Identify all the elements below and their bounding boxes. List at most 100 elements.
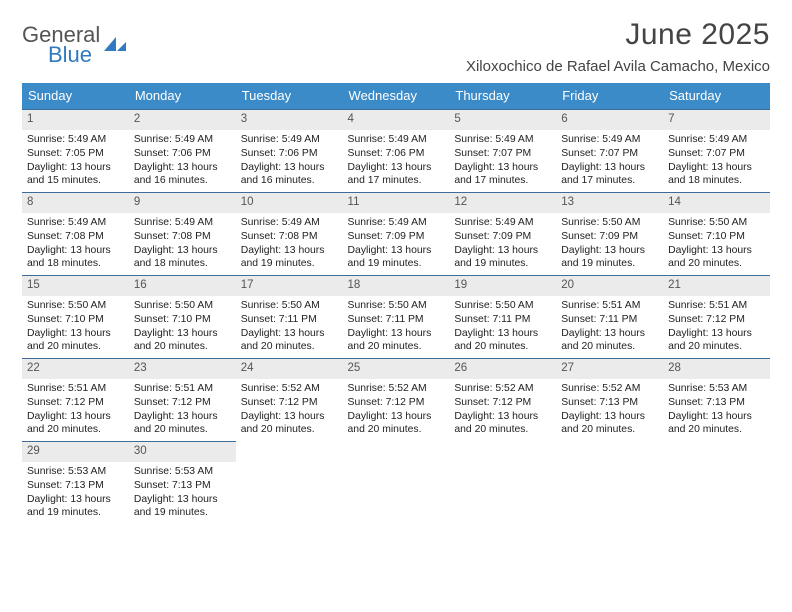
day-details: Sunrise: 5:49 AMSunset: 7:08 PMDaylight:…	[236, 213, 343, 273]
page-header: General Blue June 2025 Xiloxochico de Ra…	[22, 18, 770, 75]
day-number: 7	[663, 110, 770, 130]
day-details: Sunrise: 5:49 AMSunset: 7:05 PMDaylight:…	[22, 130, 129, 190]
day-header-row: SundayMondayTuesdayWednesdayThursdayFrid…	[22, 83, 770, 109]
calendar-day: 16Sunrise: 5:50 AMSunset: 7:10 PMDayligh…	[129, 275, 236, 358]
calendar-day: 22Sunrise: 5:51 AMSunset: 7:12 PMDayligh…	[22, 358, 129, 441]
day-details: Sunrise: 5:49 AMSunset: 7:06 PMDaylight:…	[236, 130, 343, 190]
day-details: Sunrise: 5:49 AMSunset: 7:07 PMDaylight:…	[449, 130, 556, 190]
day-number: 5	[449, 110, 556, 130]
day-details: Sunrise: 5:50 AMSunset: 7:11 PMDaylight:…	[236, 296, 343, 356]
brand-text: General Blue	[22, 24, 100, 66]
calendar-day: 30Sunrise: 5:53 AMSunset: 7:13 PMDayligh…	[129, 441, 236, 524]
calendar-day-empty	[663, 441, 770, 524]
calendar-day: 12Sunrise: 5:49 AMSunset: 7:09 PMDayligh…	[449, 192, 556, 275]
calendar-head: SundayMondayTuesdayWednesdayThursdayFrid…	[22, 83, 770, 109]
calendar-day: 28Sunrise: 5:53 AMSunset: 7:13 PMDayligh…	[663, 358, 770, 441]
day-number: 28	[663, 359, 770, 379]
calendar-day-empty	[343, 441, 450, 524]
day-number: 9	[129, 193, 236, 213]
day-header: Wednesday	[343, 83, 450, 109]
calendar-day: 11Sunrise: 5:49 AMSunset: 7:09 PMDayligh…	[343, 192, 450, 275]
calendar-day: 1Sunrise: 5:49 AMSunset: 7:05 PMDaylight…	[22, 109, 129, 192]
calendar-day-empty	[556, 441, 663, 524]
calendar-page: General Blue June 2025 Xiloxochico de Ra…	[0, 0, 792, 612]
calendar-day: 17Sunrise: 5:50 AMSunset: 7:11 PMDayligh…	[236, 275, 343, 358]
calendar-week: 15Sunrise: 5:50 AMSunset: 7:10 PMDayligh…	[22, 275, 770, 358]
calendar-week: 29Sunrise: 5:53 AMSunset: 7:13 PMDayligh…	[22, 441, 770, 524]
day-number: 11	[343, 193, 450, 213]
brand-line2: Blue	[48, 44, 100, 66]
day-number: 25	[343, 359, 450, 379]
day-number: 13	[556, 193, 663, 213]
calendar-day: 25Sunrise: 5:52 AMSunset: 7:12 PMDayligh…	[343, 358, 450, 441]
calendar-day: 15Sunrise: 5:50 AMSunset: 7:10 PMDayligh…	[22, 275, 129, 358]
day-header: Monday	[129, 83, 236, 109]
calendar-table: SundayMondayTuesdayWednesdayThursdayFrid…	[22, 83, 770, 524]
calendar-day: 3Sunrise: 5:49 AMSunset: 7:06 PMDaylight…	[236, 109, 343, 192]
day-number: 14	[663, 193, 770, 213]
day-details: Sunrise: 5:52 AMSunset: 7:12 PMDaylight:…	[236, 379, 343, 439]
day-details: Sunrise: 5:52 AMSunset: 7:12 PMDaylight:…	[343, 379, 450, 439]
day-details: Sunrise: 5:52 AMSunset: 7:12 PMDaylight:…	[449, 379, 556, 439]
calendar-day: 19Sunrise: 5:50 AMSunset: 7:11 PMDayligh…	[449, 275, 556, 358]
day-details: Sunrise: 5:50 AMSunset: 7:10 PMDaylight:…	[22, 296, 129, 356]
day-details: Sunrise: 5:50 AMSunset: 7:09 PMDaylight:…	[556, 213, 663, 273]
calendar-day-empty	[236, 441, 343, 524]
day-number: 16	[129, 276, 236, 296]
day-number: 15	[22, 276, 129, 296]
day-number: 27	[556, 359, 663, 379]
day-number: 18	[343, 276, 450, 296]
day-details: Sunrise: 5:49 AMSunset: 7:06 PMDaylight:…	[129, 130, 236, 190]
month-title: June 2025	[466, 18, 770, 52]
day-details: Sunrise: 5:49 AMSunset: 7:07 PMDaylight:…	[556, 130, 663, 190]
calendar-day: 26Sunrise: 5:52 AMSunset: 7:12 PMDayligh…	[449, 358, 556, 441]
location-text: Xiloxochico de Rafael Avila Camacho, Mex…	[466, 58, 770, 75]
day-details: Sunrise: 5:50 AMSunset: 7:10 PMDaylight:…	[129, 296, 236, 356]
day-details: Sunrise: 5:51 AMSunset: 7:12 PMDaylight:…	[22, 379, 129, 439]
day-details: Sunrise: 5:49 AMSunset: 7:09 PMDaylight:…	[343, 213, 450, 273]
day-number: 21	[663, 276, 770, 296]
day-number: 23	[129, 359, 236, 379]
day-header: Thursday	[449, 83, 556, 109]
calendar-day: 7Sunrise: 5:49 AMSunset: 7:07 PMDaylight…	[663, 109, 770, 192]
calendar-day: 24Sunrise: 5:52 AMSunset: 7:12 PMDayligh…	[236, 358, 343, 441]
day-number: 8	[22, 193, 129, 213]
calendar-day-empty	[449, 441, 556, 524]
day-header: Saturday	[663, 83, 770, 109]
calendar-body: 1Sunrise: 5:49 AMSunset: 7:05 PMDaylight…	[22, 109, 770, 524]
day-number: 6	[556, 110, 663, 130]
calendar-day: 14Sunrise: 5:50 AMSunset: 7:10 PMDayligh…	[663, 192, 770, 275]
day-number: 1	[22, 110, 129, 130]
day-details: Sunrise: 5:50 AMSunset: 7:11 PMDaylight:…	[343, 296, 450, 356]
calendar-day: 27Sunrise: 5:52 AMSunset: 7:13 PMDayligh…	[556, 358, 663, 441]
calendar-day: 21Sunrise: 5:51 AMSunset: 7:12 PMDayligh…	[663, 275, 770, 358]
day-details: Sunrise: 5:53 AMSunset: 7:13 PMDaylight:…	[129, 462, 236, 522]
day-details: Sunrise: 5:53 AMSunset: 7:13 PMDaylight:…	[663, 379, 770, 439]
day-details: Sunrise: 5:50 AMSunset: 7:11 PMDaylight:…	[449, 296, 556, 356]
day-number: 19	[449, 276, 556, 296]
day-number: 22	[22, 359, 129, 379]
day-number: 26	[449, 359, 556, 379]
calendar-day: 5Sunrise: 5:49 AMSunset: 7:07 PMDaylight…	[449, 109, 556, 192]
day-details: Sunrise: 5:49 AMSunset: 7:08 PMDaylight:…	[129, 213, 236, 273]
calendar-day: 2Sunrise: 5:49 AMSunset: 7:06 PMDaylight…	[129, 109, 236, 192]
sail-icon	[102, 35, 128, 55]
calendar-week: 8Sunrise: 5:49 AMSunset: 7:08 PMDaylight…	[22, 192, 770, 275]
calendar-day: 13Sunrise: 5:50 AMSunset: 7:09 PMDayligh…	[556, 192, 663, 275]
calendar-week: 22Sunrise: 5:51 AMSunset: 7:12 PMDayligh…	[22, 358, 770, 441]
calendar-day: 4Sunrise: 5:49 AMSunset: 7:06 PMDaylight…	[343, 109, 450, 192]
day-header: Tuesday	[236, 83, 343, 109]
day-details: Sunrise: 5:51 AMSunset: 7:11 PMDaylight:…	[556, 296, 663, 356]
calendar-day: 10Sunrise: 5:49 AMSunset: 7:08 PMDayligh…	[236, 192, 343, 275]
day-details: Sunrise: 5:53 AMSunset: 7:13 PMDaylight:…	[22, 462, 129, 522]
day-details: Sunrise: 5:49 AMSunset: 7:07 PMDaylight:…	[663, 130, 770, 190]
calendar-day: 8Sunrise: 5:49 AMSunset: 7:08 PMDaylight…	[22, 192, 129, 275]
brand-logo: General Blue	[22, 18, 128, 66]
calendar-day: 23Sunrise: 5:51 AMSunset: 7:12 PMDayligh…	[129, 358, 236, 441]
calendar-day: 9Sunrise: 5:49 AMSunset: 7:08 PMDaylight…	[129, 192, 236, 275]
day-details: Sunrise: 5:49 AMSunset: 7:08 PMDaylight:…	[22, 213, 129, 273]
day-details: Sunrise: 5:51 AMSunset: 7:12 PMDaylight:…	[663, 296, 770, 356]
day-number: 10	[236, 193, 343, 213]
day-number: 12	[449, 193, 556, 213]
calendar-day: 29Sunrise: 5:53 AMSunset: 7:13 PMDayligh…	[22, 441, 129, 524]
